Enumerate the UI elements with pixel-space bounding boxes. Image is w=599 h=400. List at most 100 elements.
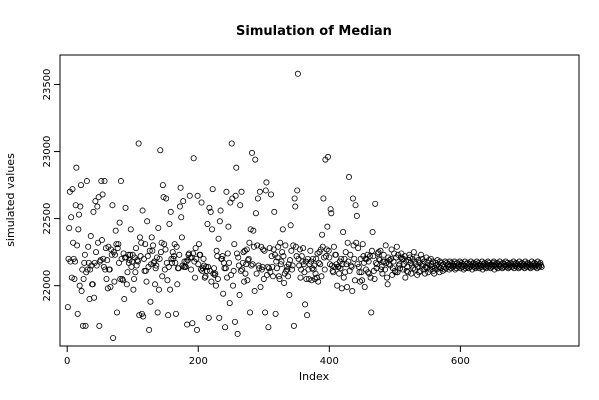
data-point xyxy=(116,219,123,226)
data-point xyxy=(212,270,219,277)
data-point xyxy=(76,282,83,289)
data-point xyxy=(155,286,162,293)
data-point xyxy=(302,301,309,308)
data-point xyxy=(336,270,343,277)
data-point xyxy=(277,239,284,246)
data-point xyxy=(167,208,174,215)
data-point xyxy=(274,254,281,261)
data-point xyxy=(344,239,351,246)
data-point xyxy=(121,296,128,303)
data-point xyxy=(436,269,443,276)
data-point xyxy=(71,275,78,282)
data-point xyxy=(81,259,88,266)
data-point xyxy=(203,263,210,270)
data-point xyxy=(384,281,391,288)
data-point xyxy=(359,241,366,248)
data-point xyxy=(76,211,83,218)
data-point xyxy=(238,188,245,195)
data-point xyxy=(226,300,233,307)
data-point xyxy=(192,245,199,252)
data-point xyxy=(172,259,179,266)
y-axis-label: simulated values xyxy=(4,153,17,247)
data-point xyxy=(94,203,101,210)
data-point xyxy=(417,267,424,274)
data-point xyxy=(285,261,292,268)
data-point xyxy=(245,255,252,262)
data-point xyxy=(249,261,256,268)
data-point xyxy=(319,231,326,238)
data-point xyxy=(288,266,295,273)
data-point xyxy=(172,310,179,317)
data-point xyxy=(349,288,356,295)
data-point xyxy=(163,195,170,202)
data-point xyxy=(250,227,257,234)
data-point xyxy=(92,198,99,205)
data-point xyxy=(276,275,283,282)
data-point xyxy=(214,275,221,282)
data-point xyxy=(315,278,322,285)
data-point xyxy=(279,249,286,256)
data-point xyxy=(324,223,331,230)
data-point xyxy=(224,250,231,257)
data-point xyxy=(155,224,162,231)
data-point xyxy=(75,226,82,233)
data-point xyxy=(351,255,358,262)
data-point xyxy=(369,229,376,236)
data-point xyxy=(421,270,428,277)
data-point xyxy=(262,187,269,194)
x-tick-label: 600 xyxy=(451,356,470,367)
data-point xyxy=(232,192,239,199)
data-point xyxy=(266,265,273,272)
data-point xyxy=(206,204,213,211)
data-point xyxy=(370,253,377,260)
data-point xyxy=(289,262,296,269)
data-point xyxy=(133,245,140,252)
data-point xyxy=(111,278,118,285)
data-point xyxy=(191,274,198,281)
data-point xyxy=(148,234,155,241)
data-point xyxy=(130,286,137,293)
data-point xyxy=(268,253,275,260)
data-point xyxy=(69,186,76,193)
data-point xyxy=(330,269,337,276)
data-point xyxy=(127,226,134,233)
data-point xyxy=(327,206,334,213)
data-point xyxy=(250,243,257,250)
data-point xyxy=(190,155,197,162)
data-point xyxy=(280,253,287,260)
data-point xyxy=(253,270,260,277)
data-point xyxy=(239,266,246,273)
data-point xyxy=(292,243,299,250)
data-point xyxy=(288,247,295,254)
data-point xyxy=(162,246,169,253)
data-point xyxy=(205,314,212,321)
data-point xyxy=(258,266,265,273)
data-point xyxy=(204,220,211,227)
data-point xyxy=(235,254,242,261)
data-point xyxy=(135,140,142,147)
data-point xyxy=(150,242,157,249)
data-point xyxy=(307,247,314,254)
data-point xyxy=(131,275,138,282)
data-point xyxy=(294,187,301,194)
data-point xyxy=(304,312,311,319)
data-point xyxy=(165,263,172,270)
data-point xyxy=(300,245,307,252)
data-point xyxy=(222,265,229,272)
data-point xyxy=(284,266,291,273)
data-point xyxy=(364,269,371,276)
data-point xyxy=(242,270,249,277)
data-point xyxy=(208,278,215,285)
data-point xyxy=(396,261,403,268)
data-point xyxy=(140,313,147,320)
data-point xyxy=(153,262,160,269)
data-point xyxy=(368,247,375,254)
data-point xyxy=(156,255,163,262)
data-point xyxy=(164,277,171,284)
data-point xyxy=(169,249,176,256)
data-point xyxy=(326,254,333,261)
data-point xyxy=(226,259,233,266)
data-point xyxy=(100,255,107,262)
data-point xyxy=(408,270,415,277)
data-point xyxy=(240,249,247,256)
